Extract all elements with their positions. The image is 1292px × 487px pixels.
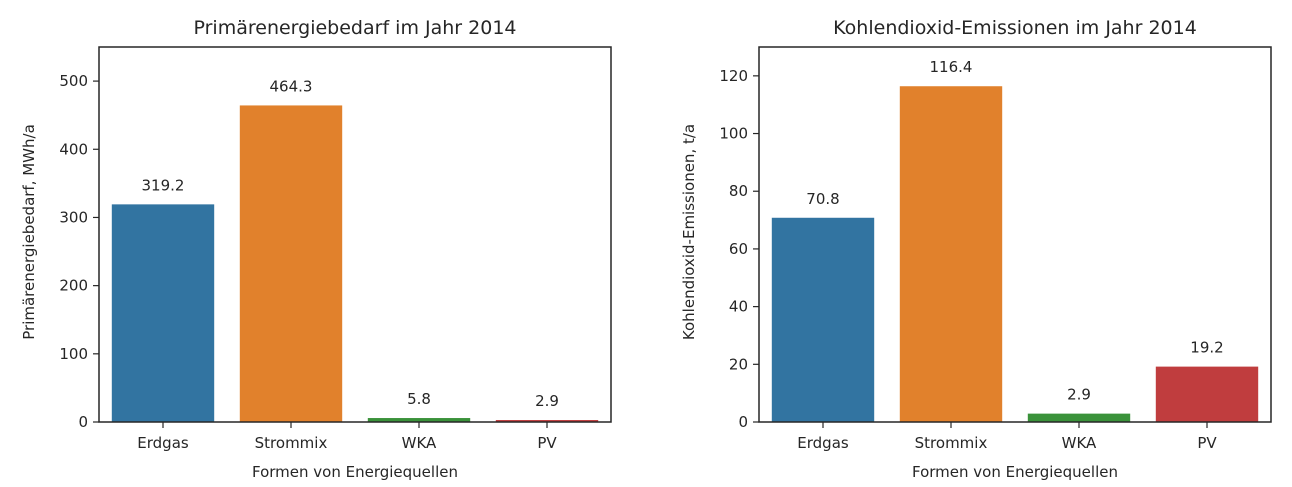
x-tick-label: PV xyxy=(537,434,557,452)
y-tick-label: 200 xyxy=(59,277,88,295)
bar-erdgas xyxy=(111,204,215,422)
bar-wka xyxy=(1027,413,1131,422)
data-label: 464.3 xyxy=(270,77,313,95)
data-label: 2.9 xyxy=(535,392,559,410)
x-tick-label: Strommix xyxy=(915,434,988,452)
data-label: 19.2 xyxy=(1190,339,1223,357)
x-ticks: Erdgas Strommix WKA PV xyxy=(137,422,557,452)
plot-frame xyxy=(758,46,1272,423)
x-tick-label: WKA xyxy=(1062,434,1097,452)
chart-primary-energy: Primärenergiebedarf im Jahr 2014 Formen … xyxy=(20,17,612,481)
x-tick-label: Erdgas xyxy=(797,434,849,452)
chart-title: Kohlendioxid-Emissionen im Jahr 2014 xyxy=(833,17,1197,39)
y-tick-label: 100 xyxy=(719,125,748,143)
data-label: 319.2 xyxy=(142,176,185,194)
y-tick-label: 100 xyxy=(59,345,88,363)
bar-strommix xyxy=(239,105,343,422)
y-tick-label: 300 xyxy=(59,208,88,226)
x-ticks: Erdgas Strommix WKA PV xyxy=(797,422,1217,452)
data-label: 116.4 xyxy=(930,58,973,76)
y-tick-label: 0 xyxy=(78,413,88,431)
bars xyxy=(771,86,1259,422)
x-tick-label: WKA xyxy=(402,434,437,452)
bar-wka xyxy=(367,418,471,422)
data-labels: 70.8 116.4 2.9 19.2 xyxy=(806,58,1223,403)
data-label: 70.8 xyxy=(806,190,839,208)
data-label: 2.9 xyxy=(1067,386,1091,404)
x-axis-label: Formen von Energiequellen xyxy=(252,463,458,481)
x-axis-label: Formen von Energiequellen xyxy=(912,463,1118,481)
y-tick-label: 40 xyxy=(729,298,748,316)
x-tick-label: Strommix xyxy=(255,434,328,452)
bar-pv xyxy=(495,420,599,422)
y-tick-label: 500 xyxy=(59,72,88,90)
bar-pv xyxy=(1155,366,1259,422)
plot-frame xyxy=(98,46,612,423)
y-axis-label: Primärenergiebedarf, MWh/a xyxy=(20,124,38,340)
y-tick-label: 60 xyxy=(729,240,748,258)
bar-strommix xyxy=(899,86,1003,422)
data-labels: 319.2 464.3 5.8 2.9 xyxy=(142,77,559,410)
y-ticks: 0 100 200 300 400 500 xyxy=(59,72,99,431)
bar-erdgas xyxy=(771,217,875,422)
bars xyxy=(111,105,599,422)
data-label: 5.8 xyxy=(407,390,431,408)
chart-title: Primärenergiebedarf im Jahr 2014 xyxy=(194,17,517,39)
y-ticks: 0 20 40 60 80 100 120 xyxy=(719,67,759,431)
y-tick-label: 80 xyxy=(729,182,748,200)
y-tick-label: 0 xyxy=(738,413,748,431)
y-tick-label: 20 xyxy=(729,355,748,373)
y-tick-label: 120 xyxy=(719,67,748,85)
y-axis-label: Kohlendioxid-Emissionen, t/a xyxy=(680,124,698,340)
x-tick-label: Erdgas xyxy=(137,434,189,452)
y-tick-label: 400 xyxy=(59,140,88,158)
chart-co2-emissions: Kohlendioxid-Emissionen im Jahr 2014 For… xyxy=(680,17,1272,481)
x-tick-label: PV xyxy=(1197,434,1217,452)
